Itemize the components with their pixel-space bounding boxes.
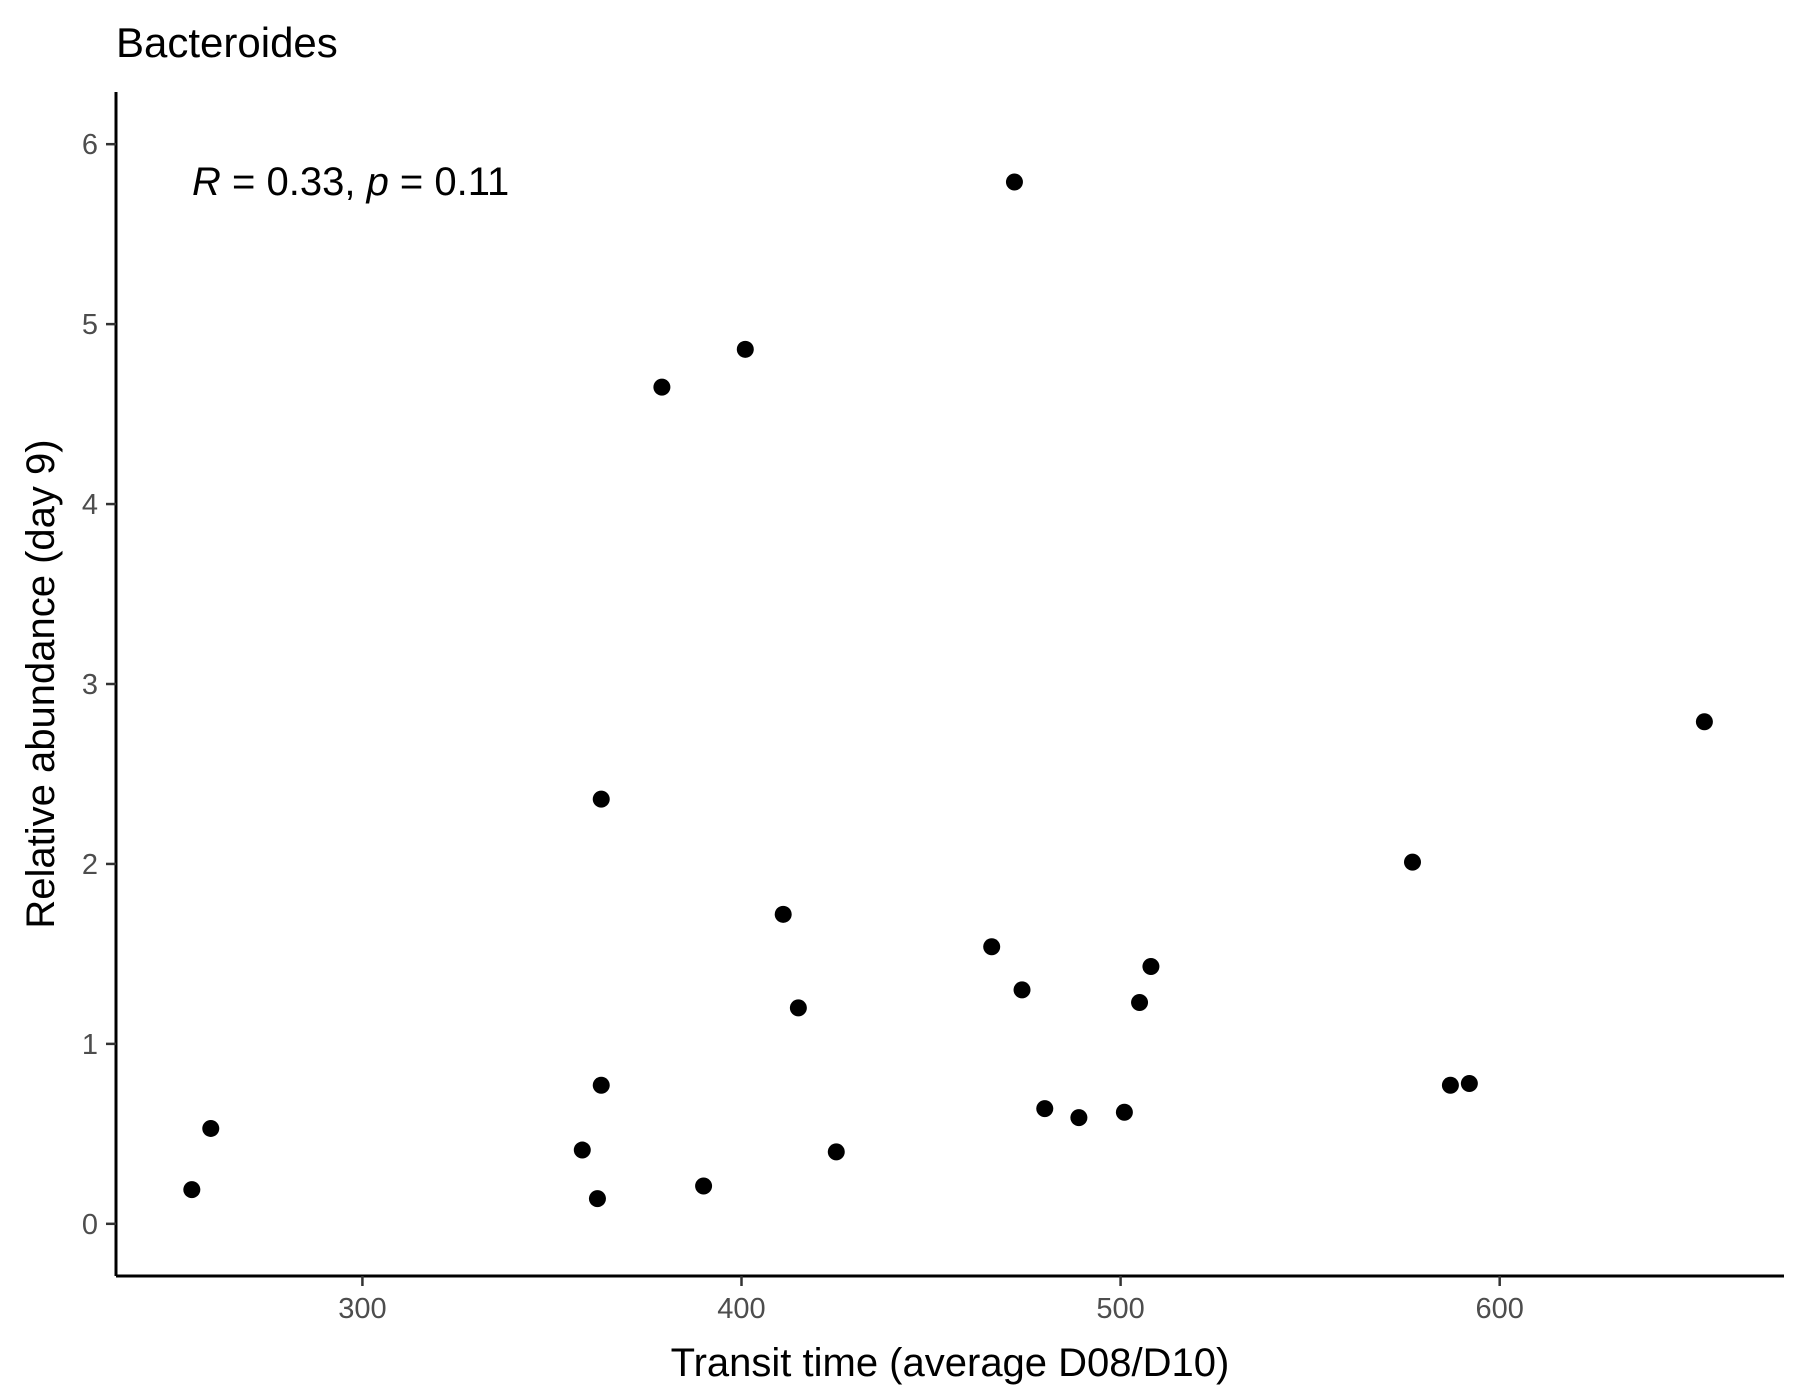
data-point — [1131, 993, 1149, 1011]
data-point — [573, 1141, 591, 1159]
plot-panel: 0 1 2 3 4 5 6 300 400 500 600 — [82, 92, 1784, 1325]
y-tick-label: 2 — [82, 849, 98, 881]
data-point — [1005, 173, 1023, 191]
r-value: = 0.33, — [221, 160, 367, 204]
r-label: R — [192, 160, 221, 204]
data-point — [1460, 1074, 1478, 1092]
p-value: = 0.11 — [389, 160, 509, 204]
data-point — [1036, 1100, 1054, 1118]
data-point — [202, 1119, 220, 1137]
data-point — [1142, 958, 1160, 976]
data-point — [736, 340, 754, 358]
x-tick-label: 300 — [338, 1293, 386, 1325]
x-tick-label: 600 — [1475, 1293, 1523, 1325]
correlation-annotation: R = 0.33, p = 0.11 — [192, 160, 509, 204]
y-axis-title: Relative abundance (day 9) — [19, 439, 63, 928]
data-point — [588, 1190, 606, 1208]
y-tick-label: 3 — [82, 669, 98, 701]
y-tick-label: 4 — [82, 489, 98, 521]
p-label: p — [366, 160, 389, 204]
data-point — [827, 1143, 845, 1161]
x-tick-label: 500 — [1096, 1293, 1144, 1325]
y-tick-label: 5 — [82, 309, 98, 341]
data-point — [592, 1076, 610, 1094]
chart-title: Bacteroides — [116, 19, 338, 66]
data-point — [1695, 713, 1713, 731]
y-tick-label: 6 — [82, 129, 98, 161]
x-axis-ticks: 300 400 500 600 — [338, 1276, 1524, 1325]
data-point — [1013, 981, 1031, 999]
y-tick-label: 0 — [82, 1209, 98, 1241]
data-point — [774, 905, 792, 923]
data-point — [695, 1177, 713, 1195]
data-point — [1403, 853, 1421, 871]
data-point — [1070, 1109, 1088, 1127]
data-point — [983, 938, 1001, 956]
data-point — [1115, 1103, 1133, 1121]
points-layer — [183, 173, 1713, 1208]
data-point — [1441, 1076, 1459, 1094]
data-point — [592, 790, 610, 808]
y-axis-ticks: 0 1 2 3 4 5 6 — [82, 129, 116, 1241]
y-tick-label: 1 — [82, 1029, 98, 1061]
x-axis-title: Transit time (average D08/D10) — [671, 1341, 1230, 1385]
x-tick-label: 400 — [717, 1293, 765, 1325]
data-point — [653, 378, 671, 396]
data-point — [789, 999, 807, 1017]
data-point — [183, 1181, 201, 1199]
